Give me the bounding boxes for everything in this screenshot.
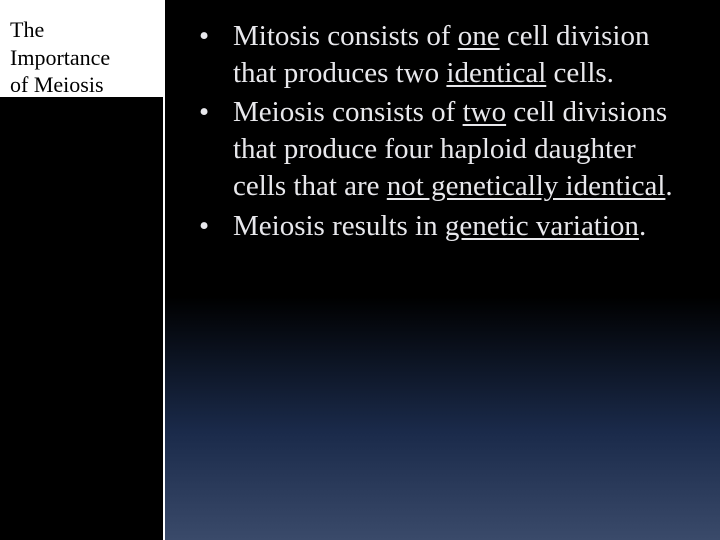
plain-text: Meiosis consists of bbox=[233, 96, 463, 128]
slide-title: The Importanceof Meiosis bbox=[10, 16, 155, 99]
underlined-text: two bbox=[463, 96, 507, 128]
title-line: Importance bbox=[10, 45, 110, 70]
underlined-text: identical bbox=[446, 57, 546, 89]
plain-text: . bbox=[639, 210, 646, 242]
sidebar: The Importanceof Meiosis bbox=[0, 0, 165, 540]
plain-text: cells. bbox=[546, 57, 614, 89]
bullet-item: Meiosis results in genetic variation. bbox=[185, 208, 690, 245]
title-line: of Meiosis bbox=[10, 72, 104, 97]
main-content: Mitosis consists of one cell division th… bbox=[165, 0, 720, 540]
underlined-text: one bbox=[458, 20, 500, 52]
bullet-item: Mitosis consists of one cell division th… bbox=[185, 18, 690, 92]
plain-text: Meiosis results in bbox=[233, 210, 445, 242]
underlined-text: genetic variation bbox=[445, 210, 639, 242]
underlined-text: not genetically identical bbox=[387, 170, 666, 202]
bullet-item: Meiosis consists of two cell divisions t… bbox=[185, 94, 690, 205]
title-line: The bbox=[10, 17, 44, 42]
plain-text: . bbox=[665, 170, 672, 202]
plain-text: Mitosis consists of bbox=[233, 20, 458, 52]
bullet-list: Mitosis consists of one cell division th… bbox=[185, 18, 690, 245]
